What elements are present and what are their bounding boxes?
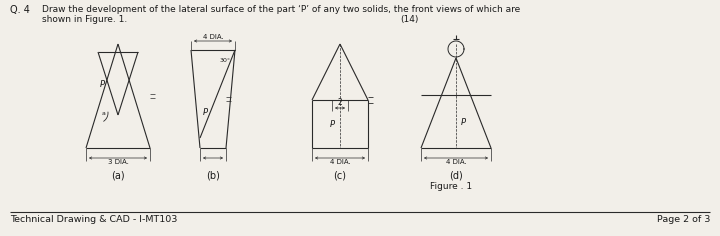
Text: (a): (a) — [111, 170, 125, 180]
Text: (d): (d) — [449, 170, 463, 180]
Text: 4 DIA.: 4 DIA. — [446, 159, 467, 165]
Text: Figure . 1: Figure . 1 — [430, 182, 472, 191]
Text: 2: 2 — [338, 98, 343, 107]
Text: 30°: 30° — [220, 58, 231, 63]
Text: (b): (b) — [206, 170, 220, 180]
Text: Technical Drawing & CAD - I-MT103: Technical Drawing & CAD - I-MT103 — [10, 215, 177, 224]
Text: P: P — [330, 120, 335, 129]
Text: P: P — [203, 108, 208, 117]
Text: (c): (c) — [333, 170, 346, 180]
Text: Page 2 of 3: Page 2 of 3 — [657, 215, 710, 224]
Text: 4 DIA.: 4 DIA. — [202, 34, 223, 40]
Text: Draw the development of the lateral surface of the part ‘P’ of any two solids, t: Draw the development of the lateral surf… — [42, 5, 521, 14]
Text: Q. 4: Q. 4 — [10, 5, 30, 15]
Text: P: P — [461, 118, 466, 127]
Text: a: a — [102, 111, 106, 116]
Text: (14): (14) — [400, 15, 418, 24]
Text: 4 DIA.: 4 DIA. — [330, 159, 351, 165]
Text: 3 DIA.: 3 DIA. — [107, 159, 128, 165]
Text: shown in Figure. 1.: shown in Figure. 1. — [42, 15, 127, 24]
Text: P: P — [100, 80, 105, 89]
